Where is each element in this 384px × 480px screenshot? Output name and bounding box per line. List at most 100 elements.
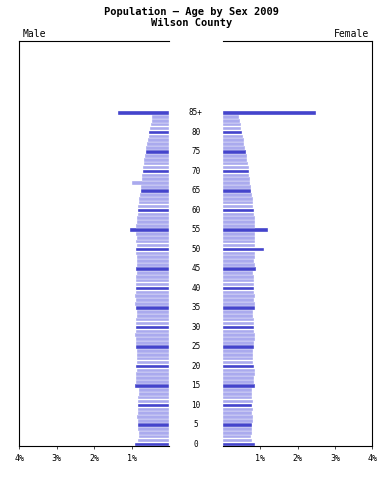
Bar (138, 205, 169, 208)
Bar (151, 123, 169, 126)
Bar (138, 423, 169, 427)
Bar (146, 150, 169, 154)
Bar (223, 213, 254, 216)
Bar (136, 306, 169, 310)
Bar (223, 396, 252, 399)
Bar (137, 255, 169, 259)
Bar (223, 150, 246, 154)
Bar (223, 232, 255, 236)
Bar (136, 337, 169, 341)
Bar (142, 178, 169, 181)
Bar (142, 174, 169, 177)
Bar (223, 349, 253, 353)
Bar (223, 240, 255, 243)
Bar (223, 380, 254, 384)
Text: Wilson County: Wilson County (151, 18, 233, 28)
Bar (136, 290, 169, 294)
Bar (138, 427, 169, 431)
Text: 5: 5 (194, 420, 198, 430)
Bar (147, 143, 169, 146)
Bar (137, 259, 169, 263)
Bar (145, 154, 169, 157)
Text: 70: 70 (191, 167, 200, 176)
Text: 65: 65 (191, 186, 200, 195)
Bar (223, 365, 254, 368)
Bar (223, 314, 253, 318)
Text: 40: 40 (191, 284, 200, 293)
Bar (136, 279, 169, 282)
Bar (139, 201, 169, 204)
Bar (148, 138, 169, 142)
Bar (223, 404, 252, 407)
Bar (135, 443, 169, 446)
Bar (223, 419, 253, 423)
Bar (223, 255, 255, 259)
Bar (136, 380, 169, 384)
Bar (223, 185, 251, 189)
Bar (143, 166, 169, 169)
Text: 35: 35 (191, 303, 200, 312)
Bar (136, 267, 169, 271)
Bar (136, 252, 169, 255)
Bar (141, 189, 169, 193)
Bar (136, 248, 169, 251)
Bar (135, 384, 169, 388)
Text: 50: 50 (191, 245, 200, 254)
Bar (136, 376, 169, 380)
Bar (137, 404, 169, 407)
Bar (135, 294, 169, 298)
Bar (223, 330, 254, 333)
Bar (135, 302, 169, 306)
Bar (136, 330, 169, 333)
Bar (223, 299, 254, 302)
Bar (137, 216, 169, 220)
Bar (138, 400, 169, 403)
Bar (223, 325, 254, 329)
Text: 80: 80 (191, 128, 200, 137)
Bar (136, 322, 169, 325)
Bar (223, 287, 254, 290)
Bar (223, 166, 248, 169)
Bar (136, 287, 169, 290)
Bar (146, 146, 169, 150)
Bar (223, 236, 255, 240)
Bar (137, 213, 169, 216)
Bar (223, 435, 251, 438)
Bar (223, 408, 253, 411)
Bar (223, 224, 255, 228)
Text: 25: 25 (191, 342, 200, 351)
Bar (136, 240, 169, 243)
Bar (223, 341, 254, 345)
Bar (223, 411, 252, 415)
Bar (137, 353, 169, 357)
Bar (136, 325, 169, 329)
Bar (223, 302, 255, 306)
Bar (139, 388, 169, 392)
Bar (223, 345, 254, 349)
Bar (223, 205, 253, 208)
Bar (223, 267, 257, 271)
Bar (144, 162, 169, 166)
Text: 0: 0 (194, 440, 198, 449)
Bar (139, 435, 169, 438)
Bar (137, 220, 169, 224)
Bar (223, 294, 255, 298)
Text: 30: 30 (191, 323, 200, 332)
Bar (149, 131, 169, 134)
Bar (136, 283, 169, 287)
Bar (150, 127, 169, 131)
Bar (137, 369, 169, 372)
Bar (223, 415, 253, 419)
Bar (223, 138, 244, 142)
Bar (137, 314, 169, 318)
Bar (223, 201, 253, 204)
Bar (139, 197, 169, 201)
Bar (223, 427, 252, 431)
Bar (223, 361, 253, 364)
Bar (223, 275, 254, 278)
Bar (137, 361, 169, 364)
Text: Male: Male (22, 29, 46, 39)
Bar (223, 189, 251, 193)
Bar (138, 439, 169, 443)
Bar (137, 236, 169, 240)
